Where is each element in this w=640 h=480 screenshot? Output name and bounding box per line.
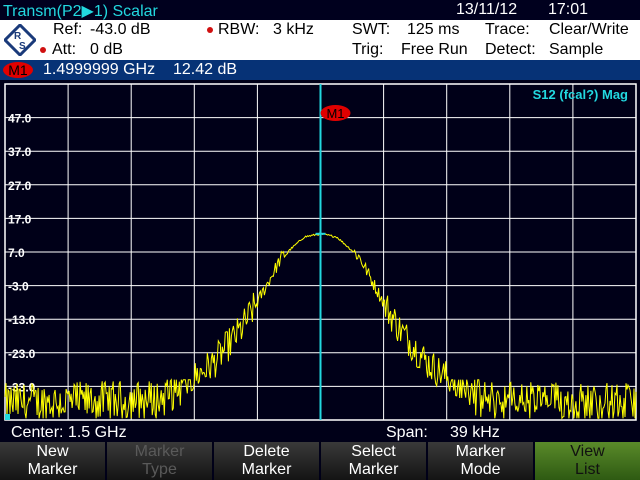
svg-text:R: R [14,31,22,42]
softkey-line1: Marker [134,443,185,460]
softkey-line1: View [570,443,605,460]
y-tick-label: 27.0 [8,179,32,193]
softkey-bar: New Marker Marker Type Delete Marker Select Mar… [0,442,640,480]
y-tick-label: -3.0 [8,280,29,294]
softkey-line2: Marker [27,461,78,478]
softkey-line1: New [36,443,69,460]
measurement-title: Transm(P2▶1) Scalar [3,3,158,20]
trace-name-label: S12 (fcal?) Mag [533,87,628,102]
trace-value[interactable]: Clear/Write [549,21,629,38]
marker-flag-label: M1 [326,106,344,121]
detect-value[interactable]: Sample [549,41,604,58]
marker-flag [320,105,351,121]
detect-label: Detect: [485,41,536,58]
marker-badge[interactable]: M1 [3,62,33,78]
rbw-indicator-icon [207,26,213,33]
span-label: Span: [386,424,428,441]
ref-value[interactable]: -43.0 dB [90,21,151,38]
marker-level: 12.42 dB [173,61,238,78]
softkey-select-marker[interactable]: Select Marker [321,442,426,480]
att-indicator-icon [40,46,46,53]
softkey-line1: Select [351,443,396,460]
span-value[interactable]: 39 kHz [450,424,500,441]
softkey-line1: Delete [243,443,290,460]
softkey-marker-mode[interactable]: Marker Mode [428,442,533,480]
reference-level-indicator-icon [5,414,10,420]
softkey-new-marker[interactable]: New Marker [0,442,105,480]
spectrum-plot[interactable]: 47.037.027.017.07.0-3.0-13.0-23.0-33.0M1… [0,80,640,422]
att-label: Att: [52,41,77,58]
softkey-marker-type: Marker Type [107,442,212,480]
swt-value[interactable]: 125 ms [407,21,460,38]
rs-logo: RS [4,24,36,56]
frequency-bar: Center: 1.5 GHz Span: 39 kHz [0,422,640,442]
trace-label: Trace: [485,21,530,38]
marker-frequency: 1.4999999 GHz [43,61,156,78]
ref-label: Ref: [53,21,83,38]
y-tick-label: 37.0 [8,145,32,159]
y-tick-label: -13.0 [8,313,36,327]
trig-label: Trig: [352,41,384,58]
softkey-delete-marker[interactable]: Delete Marker [214,442,319,480]
y-tick-label: 17.0 [8,212,32,226]
swt-label: SWT: [352,21,391,38]
rbw-label: RBW: [218,21,260,38]
softkey-line1: Marker [455,443,506,460]
softkey-line2: Mode [460,461,501,478]
y-tick-label: 47.0 [8,112,32,126]
att-value[interactable]: 0 dB [90,41,123,58]
time: 17:01 [548,1,589,18]
softkey-view-list[interactable]: View List [535,442,640,480]
softkey-line2: Marker [241,461,292,478]
softkey-line2: Marker [348,461,399,478]
softkey-line2: Type [142,461,177,478]
y-tick-label: -23.0 [8,347,36,361]
y-tick-label: 7.0 [8,246,25,260]
rbw-value[interactable]: 3 kHz [273,21,314,38]
trig-value[interactable]: Free Run [401,41,468,58]
center-frequency[interactable]: Center: 1.5 GHz [11,424,127,441]
softkey-line2: List [575,461,600,478]
marker-readout-bar: M1 1.4999999 GHz 12.42 dB [0,60,640,80]
date: 13/11/12 [456,1,518,18]
title-bar: Transm(P2▶1) Scalar 13/11/12 17:01 [0,0,640,20]
svg-text:S: S [19,41,26,52]
